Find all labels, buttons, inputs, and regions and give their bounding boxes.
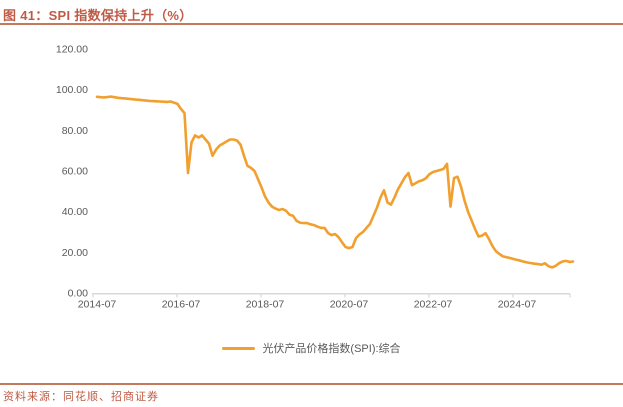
y-axis-tick-label: 40.00 xyxy=(62,206,88,218)
y-axis-tick-label: 100.00 xyxy=(56,84,88,96)
source-note: 资料来源：同花顺、招商证券 xyxy=(3,390,159,403)
figure-title: 图 41：SPI 指数保持上升（%） xyxy=(3,8,193,23)
x-axis-tick-label: 2016-07 xyxy=(162,299,201,311)
x-axis-tick-label: 2014-07 xyxy=(78,299,117,311)
x-axis-tick-label: 2018-07 xyxy=(246,299,285,311)
y-axis-tick-label: 0.00 xyxy=(68,288,89,300)
title-underline xyxy=(0,23,623,25)
y-axis-tick-label: 120.00 xyxy=(56,44,88,56)
x-axis-tick-label: 2022-07 xyxy=(414,299,453,311)
y-axis-tick-label: 60.00 xyxy=(62,166,88,178)
chart-legend: 光伏产品价格指数(SPI):综合 xyxy=(0,340,623,356)
footer-divider xyxy=(0,383,623,385)
y-axis-tick-label: 80.00 xyxy=(62,125,88,137)
x-axis-tick-label: 2020-07 xyxy=(330,299,369,311)
y-axis-tick-label: 20.00 xyxy=(62,247,88,259)
legend-series-label: 光伏产品价格指数(SPI):综合 xyxy=(262,343,401,355)
x-axis-tick-label: 2024-07 xyxy=(498,299,537,311)
spi-series-line xyxy=(95,95,575,269)
legend-line-swatch xyxy=(222,346,256,350)
